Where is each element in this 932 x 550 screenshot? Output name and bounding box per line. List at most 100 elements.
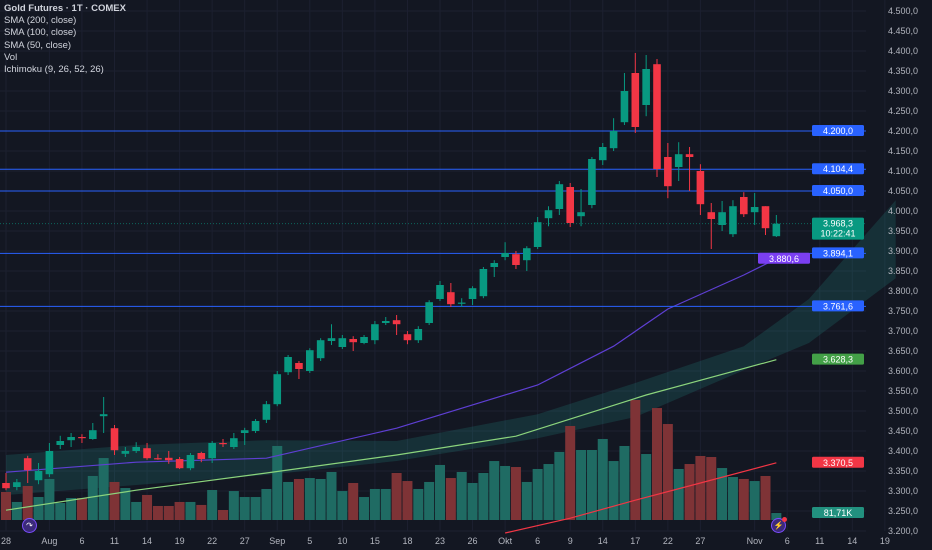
candle xyxy=(566,183,574,227)
volume-bar xyxy=(554,451,565,520)
candle xyxy=(121,447,130,457)
candle xyxy=(609,118,618,151)
volume-bar xyxy=(283,481,294,520)
price-tag-background xyxy=(758,252,810,264)
volume-bar xyxy=(521,481,532,520)
candle-body xyxy=(674,154,683,167)
candle-body xyxy=(143,448,151,459)
volume-bar xyxy=(369,488,380,520)
candle-body xyxy=(23,458,32,471)
price-tag-value: 3.880,6 xyxy=(769,254,799,264)
legend-volume[interactable]: Vol xyxy=(4,51,18,63)
candle xyxy=(555,181,564,215)
time-axis-label: 22 xyxy=(663,536,673,546)
volume-bar xyxy=(445,478,456,520)
candle-body xyxy=(555,184,564,209)
volume-bar xyxy=(66,498,77,520)
legend-title: Gold Futures · 1T · COMEX xyxy=(4,3,126,14)
price-tag-background xyxy=(812,353,864,365)
volume-bar xyxy=(500,465,511,520)
candle-body xyxy=(436,285,444,299)
price-axis-label: 3.400,0 xyxy=(888,446,918,456)
volume-bar xyxy=(359,497,370,520)
candle-body xyxy=(750,207,759,213)
candle xyxy=(490,260,499,277)
price-axis-label: 3.800,0 xyxy=(888,286,918,296)
volume-bar xyxy=(1,491,11,520)
price-axis-label: 3.950,0 xyxy=(888,226,918,236)
time-axis-label: 11 xyxy=(815,536,824,546)
candle xyxy=(457,298,466,307)
volume-bar xyxy=(510,467,521,520)
candle xyxy=(718,201,726,231)
candle-body xyxy=(707,212,716,219)
volume-bar xyxy=(565,425,576,520)
price-tag-background xyxy=(812,217,864,240)
time-axis-label: 14 xyxy=(142,536,152,546)
lightning-icon[interactable]: ⚡ xyxy=(771,517,787,533)
volume-bar xyxy=(641,454,652,520)
candle-body xyxy=(577,212,585,217)
volume-bar xyxy=(391,472,402,520)
candle-body xyxy=(414,329,423,341)
candle-body xyxy=(175,459,184,469)
price-axis-label: 4.250,0 xyxy=(888,106,918,116)
candle-body xyxy=(533,222,542,247)
legend-sma200[interactable]: SMA (200, close) xyxy=(4,15,77,27)
volume-bar xyxy=(489,461,500,520)
candle xyxy=(577,189,585,227)
candle xyxy=(89,423,97,440)
volume-bar xyxy=(380,488,391,520)
goto-start-icon[interactable]: ↷ xyxy=(22,518,37,533)
candle-body xyxy=(186,455,195,469)
price-axis-label: 3.550,0 xyxy=(888,386,918,396)
legend-sma50[interactable]: SMA (50, close) xyxy=(4,39,72,51)
candle-body xyxy=(718,212,726,225)
candle xyxy=(512,251,520,269)
candle xyxy=(674,142,683,181)
candle xyxy=(316,338,325,361)
volume-bar xyxy=(44,478,55,520)
volume-bar xyxy=(261,488,272,520)
candle xyxy=(327,324,336,345)
candle xyxy=(436,281,444,301)
time-axis-label: Sep xyxy=(269,536,285,546)
candle xyxy=(381,317,390,325)
candle xyxy=(45,443,54,477)
time-axis-label: 27 xyxy=(695,536,705,546)
candle xyxy=(338,335,347,349)
candle xyxy=(761,206,770,235)
time-axis-label: Aug xyxy=(41,536,57,546)
volume-bar xyxy=(727,477,738,520)
candle-body xyxy=(349,339,357,343)
price-axis-label: 4.400,0 xyxy=(888,46,918,56)
candle-body xyxy=(208,443,216,459)
candle xyxy=(262,401,271,423)
candle-body xyxy=(631,73,640,127)
legend-sma100[interactable]: SMA (100, close) xyxy=(4,27,77,39)
price-tag-background xyxy=(812,163,864,175)
legend-ichimoku[interactable]: Ichimoku (9, 26, 52, 26) xyxy=(4,64,104,76)
price-axis-label: 3.500,0 xyxy=(888,406,918,416)
price-axis-label: 4.450,0 xyxy=(888,26,918,36)
volume-bar xyxy=(695,455,706,520)
candle xyxy=(523,246,531,271)
candle-body xyxy=(89,430,97,439)
volume-bar xyxy=(11,501,22,520)
time-axis-label: 10 xyxy=(337,536,347,546)
price-tag-background xyxy=(812,300,864,312)
price-tag-value: 3.628,3 xyxy=(823,355,853,365)
volume-bar xyxy=(424,481,435,520)
candle-body xyxy=(360,337,368,343)
price-axis-label: 3.450,0 xyxy=(888,426,918,436)
sma100-line xyxy=(5,359,777,511)
time-axis-label: 17 xyxy=(630,536,640,546)
price-tag: 3.761,6 xyxy=(812,300,864,312)
price-tag-background xyxy=(812,456,864,468)
price-axis-label: 4.000,0 xyxy=(888,206,918,216)
candle-body xyxy=(696,171,705,205)
volume-bar xyxy=(304,478,315,520)
volume-bar xyxy=(402,481,413,520)
candle-body xyxy=(620,91,629,123)
